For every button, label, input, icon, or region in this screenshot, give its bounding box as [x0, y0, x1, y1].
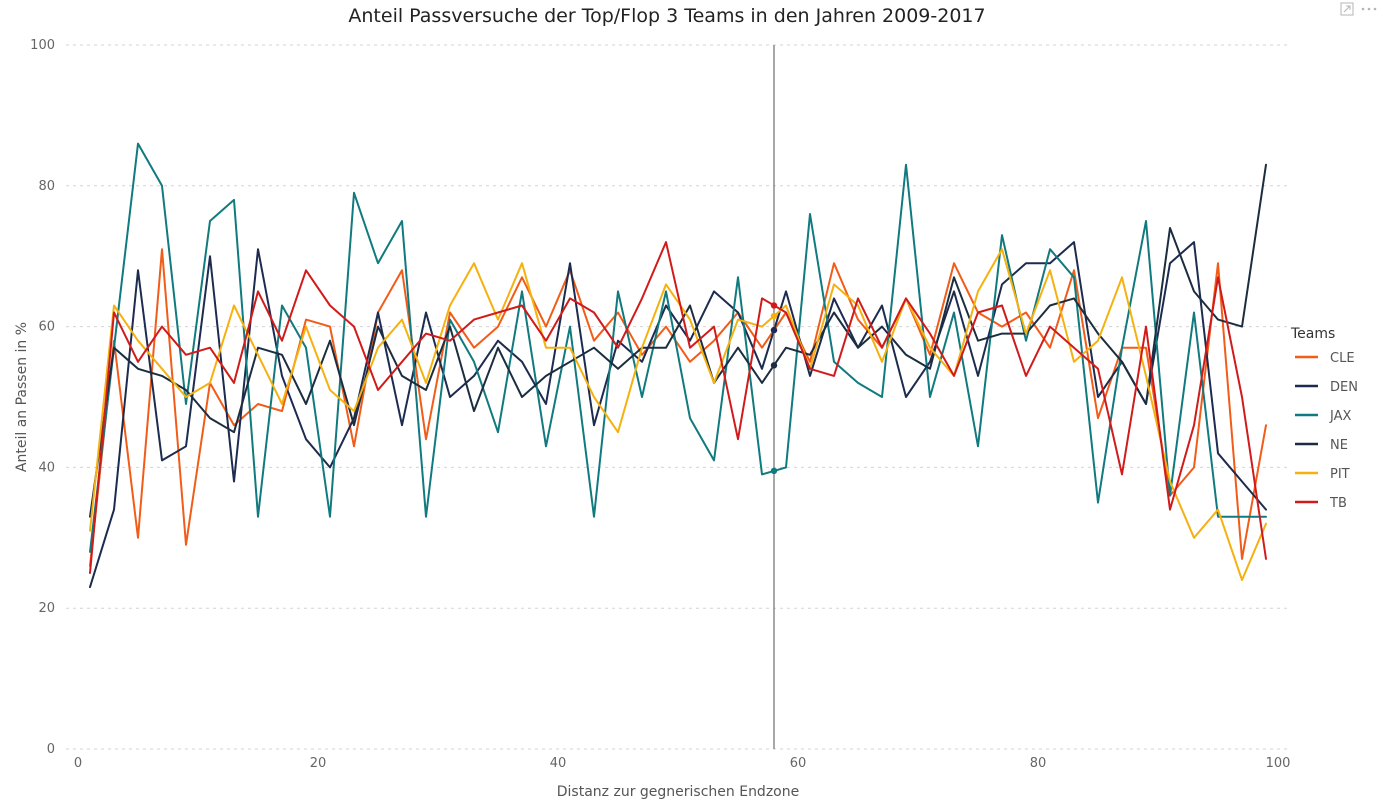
legend-item-tb[interactable]: TB — [1295, 496, 1347, 511]
y-axis-ticks: 0 20 40 60 80 100 — [30, 38, 55, 757]
x-tick-label: 60 — [790, 756, 807, 771]
focus-mode-icon[interactable] — [1340, 2, 1354, 16]
x-tick-label: 20 — [310, 756, 327, 771]
series-line-den[interactable] — [89, 241, 1267, 589]
legend-label: DEN — [1330, 380, 1358, 395]
more-options-icon[interactable] — [1361, 7, 1377, 11]
series-line-tb[interactable] — [89, 241, 1267, 574]
series-line-cle[interactable] — [89, 248, 1267, 567]
hover-marker-ne — [770, 362, 778, 369]
series-line-pit[interactable] — [89, 248, 1267, 581]
hover-marker-pit — [770, 312, 778, 320]
legend-label: PIT — [1330, 467, 1350, 482]
series-layer — [89, 142, 1267, 589]
legend-item-cle[interactable]: CLE — [1295, 351, 1355, 366]
hover-marker-den — [770, 326, 778, 334]
y-tick-label: 80 — [38, 179, 55, 194]
series-line-jax[interactable] — [89, 142, 1267, 553]
legend-item-jax[interactable]: JAX — [1295, 409, 1351, 424]
x-tick-label: 100 — [1266, 756, 1291, 771]
legend-label: CLE — [1330, 351, 1355, 366]
x-axis-ticks: 0 20 40 60 80 100 — [74, 756, 1291, 771]
hover-marker-tb — [770, 302, 778, 309]
x-axis-label: Distanz zur gegnerischen Endzone — [557, 784, 799, 800]
x-tick-label: 0 — [74, 756, 82, 771]
legend-label: NE — [1330, 438, 1348, 453]
y-tick-label: 20 — [38, 601, 55, 616]
legend-item-ne[interactable]: NE — [1295, 438, 1348, 453]
y-tick-label: 0 — [47, 742, 55, 757]
legend-label: JAX — [1329, 409, 1351, 424]
chart-title: Anteil Passversuche der Top/Flop 3 Teams… — [348, 5, 985, 27]
legend-label: TB — [1329, 496, 1347, 511]
y-axis-label: Anteil an Passen in % — [14, 322, 30, 472]
series-line-ne[interactable] — [89, 163, 1267, 518]
y-tick-label: 40 — [38, 460, 55, 475]
legend-title: Teams — [1290, 326, 1335, 342]
hover-crosshair — [770, 45, 778, 749]
y-tick-label: 60 — [38, 320, 55, 335]
x-tick-label: 40 — [550, 756, 567, 771]
x-tick-label: 80 — [1030, 756, 1047, 771]
legend-item-den[interactable]: DEN — [1295, 380, 1358, 395]
y-tick-label: 100 — [30, 38, 55, 53]
legend-item-pit[interactable]: PIT — [1295, 467, 1350, 482]
hover-marker-jax — [770, 467, 778, 475]
legend: Teams CLE DEN JAX NE PIT TB — [1290, 326, 1358, 511]
